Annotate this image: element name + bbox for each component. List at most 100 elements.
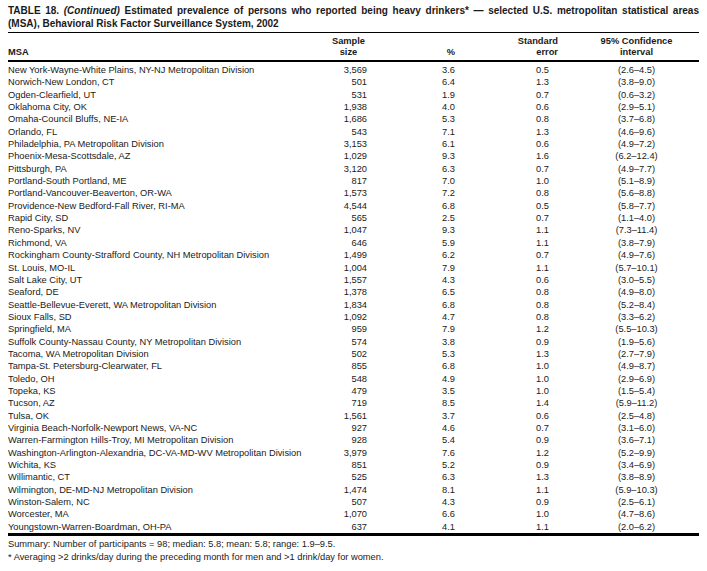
percent-cell: 8.1 — [378, 484, 463, 496]
table-row: Willimantic, CT 525 6.3 1.3 (3.8–8.9) — [8, 471, 699, 483]
confidence-interval-cell: (5.9–11.2) — [558, 397, 699, 409]
confidence-interval-cell: (2.7–7.9) — [558, 348, 699, 360]
table-row: New York-Wayne-White Plains, NY-NJ Metro… — [8, 61, 699, 76]
sample-size-cell: 817 — [330, 175, 378, 187]
percent-cell: 6.3 — [378, 163, 463, 175]
col-header-standard-error: Standard error — [463, 33, 558, 61]
msa-cell: Topeka, KS — [8, 385, 330, 397]
sample-size-cell: 1,029 — [330, 150, 378, 162]
table-row: Topeka, KS 479 3.5 1.0 (1.5–5.4) — [8, 385, 699, 397]
standard-error-cell: 0.5 — [463, 61, 558, 76]
msa-cell: Wilmington, DE-MD-NJ Metropolitan Divisi… — [8, 484, 330, 496]
msa-cell: St. Louis, MO-IL — [8, 262, 330, 274]
table-row: Portland-South Portland, ME 817 7.0 1.0 … — [8, 175, 699, 187]
percent-cell: 6.4 — [378, 76, 463, 88]
standard-error-cell: 0.6 — [463, 101, 558, 113]
msa-cell: Worcester, MA — [8, 508, 330, 520]
standard-error-cell: 0.6 — [463, 274, 558, 286]
table-row: Rockingham County-Strafford County, NH M… — [8, 249, 699, 261]
msa-cell: Norwich-New London, CT — [8, 76, 330, 88]
msa-cell: Tucson, AZ — [8, 397, 330, 409]
table-row: St. Louis, MO-IL 1,004 7.9 1.1 (5.7–10.1… — [8, 262, 699, 274]
sample-size-cell: 1,561 — [330, 410, 378, 422]
percent-cell: 3.5 — [378, 385, 463, 397]
sample-size-cell: 1,499 — [330, 249, 378, 261]
msa-cell: Omaha-Council Bluffs, NE-IA — [8, 113, 330, 125]
percent-cell: 3.8 — [378, 336, 463, 348]
sample-size-cell: 1,070 — [330, 508, 378, 520]
standard-error-cell: 1.0 — [463, 508, 558, 520]
sample-size-cell: 1,834 — [330, 299, 378, 311]
confidence-interval-cell: (3.1–6.0) — [558, 422, 699, 434]
confidence-interval-cell: (6.2–12.4) — [558, 150, 699, 162]
standard-error-cell: 0.8 — [463, 113, 558, 125]
standard-error-cell: 0.9 — [463, 336, 558, 348]
percent-cell: 5.3 — [378, 113, 463, 125]
table-row: Rapid City, SD 565 2.5 0.7 (1.1–4.0) — [8, 212, 699, 224]
percent-cell: 4.3 — [378, 274, 463, 286]
table-row: Philadelphia, PA Metropolitan Division 3… — [8, 138, 699, 150]
confidence-interval-cell: (4.9–8.7) — [558, 360, 699, 372]
standard-error-cell: 1.1 — [463, 262, 558, 274]
sample-size-cell: 1,686 — [330, 113, 378, 125]
standard-error-cell: 0.6 — [463, 138, 558, 150]
msa-cell: Warren-Farmington Hills-Troy, MI Metropo… — [8, 434, 330, 446]
table-row: Seaford, DE 1,378 6.5 0.8 (4.9–8.0) — [8, 286, 699, 298]
confidence-interval-cell: (5.9–10.3) — [558, 484, 699, 496]
confidence-interval-cell: (2.9–6.9) — [558, 373, 699, 385]
table-row: Suffolk County-Nassau County, NY Metropo… — [8, 336, 699, 348]
percent-cell: 4.7 — [378, 311, 463, 323]
standard-error-cell: 0.6 — [463, 410, 558, 422]
sample-size-cell: 3,120 — [330, 163, 378, 175]
percent-cell: 4.9 — [378, 373, 463, 385]
confidence-interval-cell: (4.9–7.6) — [558, 249, 699, 261]
sample-size-cell: 543 — [330, 126, 378, 138]
percent-cell: 2.5 — [378, 212, 463, 224]
sample-size-cell: 479 — [330, 385, 378, 397]
heavy-drinkers-prevalence-table: MSA Sample size % Standard error 95% Con… — [8, 33, 699, 536]
msa-cell: Rockingham County-Strafford County, NH M… — [8, 249, 330, 261]
percent-cell: 1.9 — [378, 89, 463, 101]
percent-cell: 6.5 — [378, 286, 463, 298]
percent-cell: 4.0 — [378, 101, 463, 113]
summary-line: Summary: Number of participants = 98; me… — [8, 536, 699, 551]
table-row: Virginia Beach-Norfolk-Newport News, VA-… — [8, 422, 699, 434]
standard-error-cell: 0.7 — [463, 212, 558, 224]
table-row: Providence-New Bedford-Fall River, RI-MA… — [8, 200, 699, 212]
msa-cell: Seattle-Bellevue-Everett, WA Metropolita… — [8, 299, 330, 311]
sample-size-cell: 1,092 — [330, 311, 378, 323]
table-row: Omaha-Council Bluffs, NE-IA 1,686 5.3 0.… — [8, 113, 699, 125]
msa-cell: Tulsa, OK — [8, 410, 330, 422]
sample-size-cell: 637 — [330, 521, 378, 535]
percent-cell: 6.6 — [378, 508, 463, 520]
continued-marker: (Continued) — [64, 5, 120, 16]
percent-cell: 4.3 — [378, 496, 463, 508]
standard-error-cell: 1.0 — [463, 373, 558, 385]
table-row: Richmond, VA 646 5.9 1.1 (3.8–7.9) — [8, 237, 699, 249]
confidence-interval-cell: (3.8–8.9) — [558, 471, 699, 483]
table-row: Youngstown-Warren-Boardman, OH-PA 637 4.… — [8, 521, 699, 535]
standard-error-cell: 1.3 — [463, 348, 558, 360]
sample-size-cell: 1,004 — [330, 262, 378, 274]
msa-cell: Sioux Falls, SD — [8, 311, 330, 323]
table-row: Norwich-New London, CT 501 6.4 1.3 (3.8–… — [8, 76, 699, 88]
percent-cell: 6.8 — [378, 360, 463, 372]
confidence-interval-cell: (4.9–7.2) — [558, 138, 699, 150]
msa-cell: Ogden-Clearfield, UT — [8, 89, 330, 101]
document-page: TABLE 18. (Continued) Estimated prevalen… — [0, 0, 707, 563]
table-number: TABLE 18. — [8, 5, 59, 16]
col-header-confidence-interval: 95% Confidence interval — [558, 33, 699, 61]
msa-cell: Oklahoma City, OK — [8, 101, 330, 113]
standard-error-cell: 1.2 — [463, 323, 558, 335]
sample-size-cell: 851 — [330, 459, 378, 471]
msa-cell: Willimantic, CT — [8, 471, 330, 483]
percent-cell: 5.9 — [378, 237, 463, 249]
percent-cell: 6.2 — [378, 249, 463, 261]
standard-error-cell: 0.8 — [463, 286, 558, 298]
standard-error-cell: 0.8 — [463, 311, 558, 323]
confidence-interval-cell: (5.1–8.9) — [558, 175, 699, 187]
table-row: Salt Lake City, UT 1,557 4.3 0.6 (3.0–5.… — [8, 274, 699, 286]
standard-error-cell: 0.8 — [463, 299, 558, 311]
table-row: Warren-Farmington Hills-Troy, MI Metropo… — [8, 434, 699, 446]
percent-cell: 9.3 — [378, 224, 463, 236]
